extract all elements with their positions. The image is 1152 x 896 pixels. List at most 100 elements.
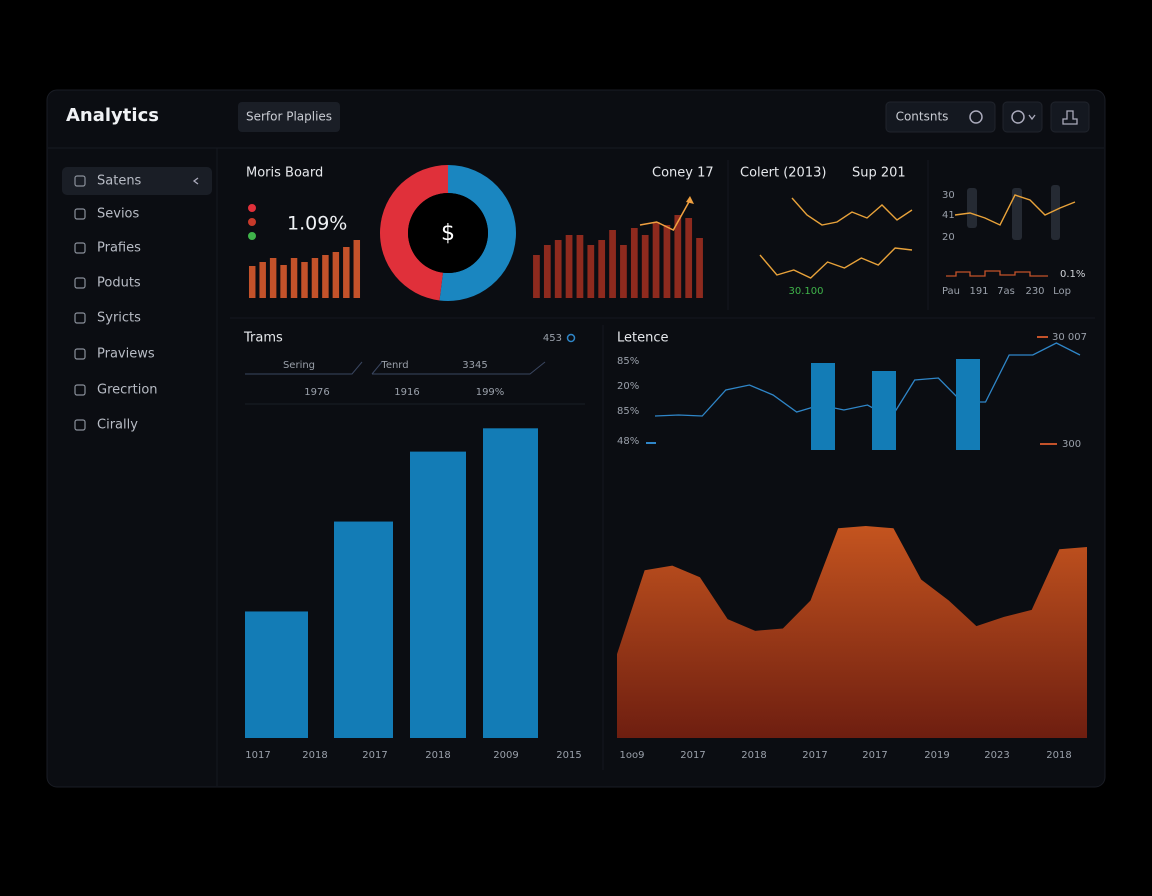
bar [956, 359, 980, 450]
bar [343, 247, 350, 298]
dropdown-caret [1028, 114, 1036, 121]
bar [663, 225, 671, 298]
status-dot [248, 218, 256, 226]
line [654, 342, 1081, 419]
sidebar-icon [74, 419, 86, 431]
axis-label: 230 [1025, 286, 1044, 297]
axis-label: Colert (2013) [740, 166, 826, 181]
contents-button[interactable] [885, 101, 996, 133]
sidebar-icon [74, 208, 86, 220]
sidebar-item: Sevios [97, 207, 140, 222]
donut-slice [379, 165, 448, 301]
sidebar-item: Praviews [97, 347, 155, 362]
axis-label: Coney 17 [652, 166, 714, 181]
bar [311, 258, 319, 298]
line [791, 197, 913, 226]
user-icon [1062, 110, 1078, 125]
bar [543, 245, 551, 298]
user-button[interactable] [1050, 101, 1090, 133]
axis-label: Lop [1053, 286, 1071, 297]
trend-arrow [686, 196, 694, 204]
bar [259, 262, 266, 298]
sidebar-icon [74, 312, 86, 324]
step-line [946, 270, 1048, 277]
bar [641, 235, 649, 298]
axis-label: 20 [942, 232, 955, 243]
status-dot [248, 204, 256, 212]
kpi-value: 1.09% [287, 213, 347, 235]
bar [872, 371, 896, 450]
panel-title: Trams [243, 331, 283, 346]
contents-label[interactable]: Contsnts [896, 110, 949, 124]
axis-label: 2018 [741, 750, 766, 761]
sidebar-icon [74, 348, 86, 360]
menu-icon [1011, 110, 1025, 124]
bar [620, 245, 627, 298]
bar [332, 252, 340, 298]
search-button[interactable] [238, 102, 340, 132]
bar [674, 215, 682, 298]
bar [598, 240, 606, 298]
axis-label: 2023 [984, 750, 1009, 761]
sidebar-selected[interactable] [62, 167, 212, 195]
axis-label: Sup 201 [852, 166, 906, 181]
panel-title: Moris Board [246, 166, 323, 181]
axis-label: 191 [969, 286, 988, 297]
sidebar-item: Cirally [97, 418, 138, 433]
axis-label: 85% [617, 406, 639, 417]
axis-label: 20% [617, 381, 639, 392]
donut-slice [439, 165, 516, 301]
sidebar-icon [74, 242, 86, 254]
gear-icon[interactable] [969, 110, 983, 124]
sidebar-icon [74, 277, 86, 289]
sidebar-item: Satens [97, 174, 142, 189]
bar [630, 228, 638, 298]
axis-label: 3345 [462, 360, 487, 371]
bar [353, 240, 361, 298]
panel-title: Letence [617, 331, 669, 346]
sidebar-item: Poduts [97, 276, 141, 291]
bar [483, 428, 538, 738]
bar [322, 255, 329, 298]
menu-button[interactable] [1002, 101, 1043, 133]
table-rule [245, 361, 546, 375]
bar [301, 262, 308, 298]
axis-label: 41 [942, 210, 955, 221]
sidebar: Satens Sevios Prafies Poduts Syricts Praviews… [74, 174, 158, 433]
axis-label: 85% [617, 356, 639, 367]
axis-label: 2018 [302, 750, 327, 761]
bar [248, 266, 256, 298]
chart-note: 30.100 [789, 286, 824, 297]
search-label[interactable]: Serfor Plaplies [246, 110, 332, 124]
bar [280, 265, 287, 298]
bar [609, 230, 616, 298]
bar [652, 222, 660, 298]
axis-label: 1976 [304, 387, 329, 398]
axis-label: Pau [942, 286, 960, 297]
range-band [967, 188, 977, 228]
axis-label: 2015 [556, 750, 581, 761]
bar [554, 240, 562, 298]
line [759, 247, 913, 279]
line [954, 194, 1076, 226]
bar [410, 451, 466, 738]
sidebar-icon [74, 175, 86, 187]
range-band [1012, 188, 1022, 240]
bar [533, 255, 540, 298]
bar [696, 238, 703, 298]
axis-label: 2017 [680, 750, 705, 761]
axis-label: 2018 [1046, 750, 1071, 761]
bar [565, 235, 573, 298]
area [617, 525, 1087, 738]
collapse-chevron[interactable] [192, 177, 199, 185]
sidebar-item: Prafies [97, 241, 141, 256]
plots: Moris Board 1.09% $ Coney 17 Colert (2013) Su… [243, 165, 1087, 761]
axis-label: 2017 [862, 750, 887, 761]
axis-label: 2017 [362, 750, 387, 761]
count-dot [566, 333, 576, 343]
chart-note: 0.1% [1060, 269, 1085, 280]
bar [269, 258, 277, 298]
bar [587, 245, 595, 298]
